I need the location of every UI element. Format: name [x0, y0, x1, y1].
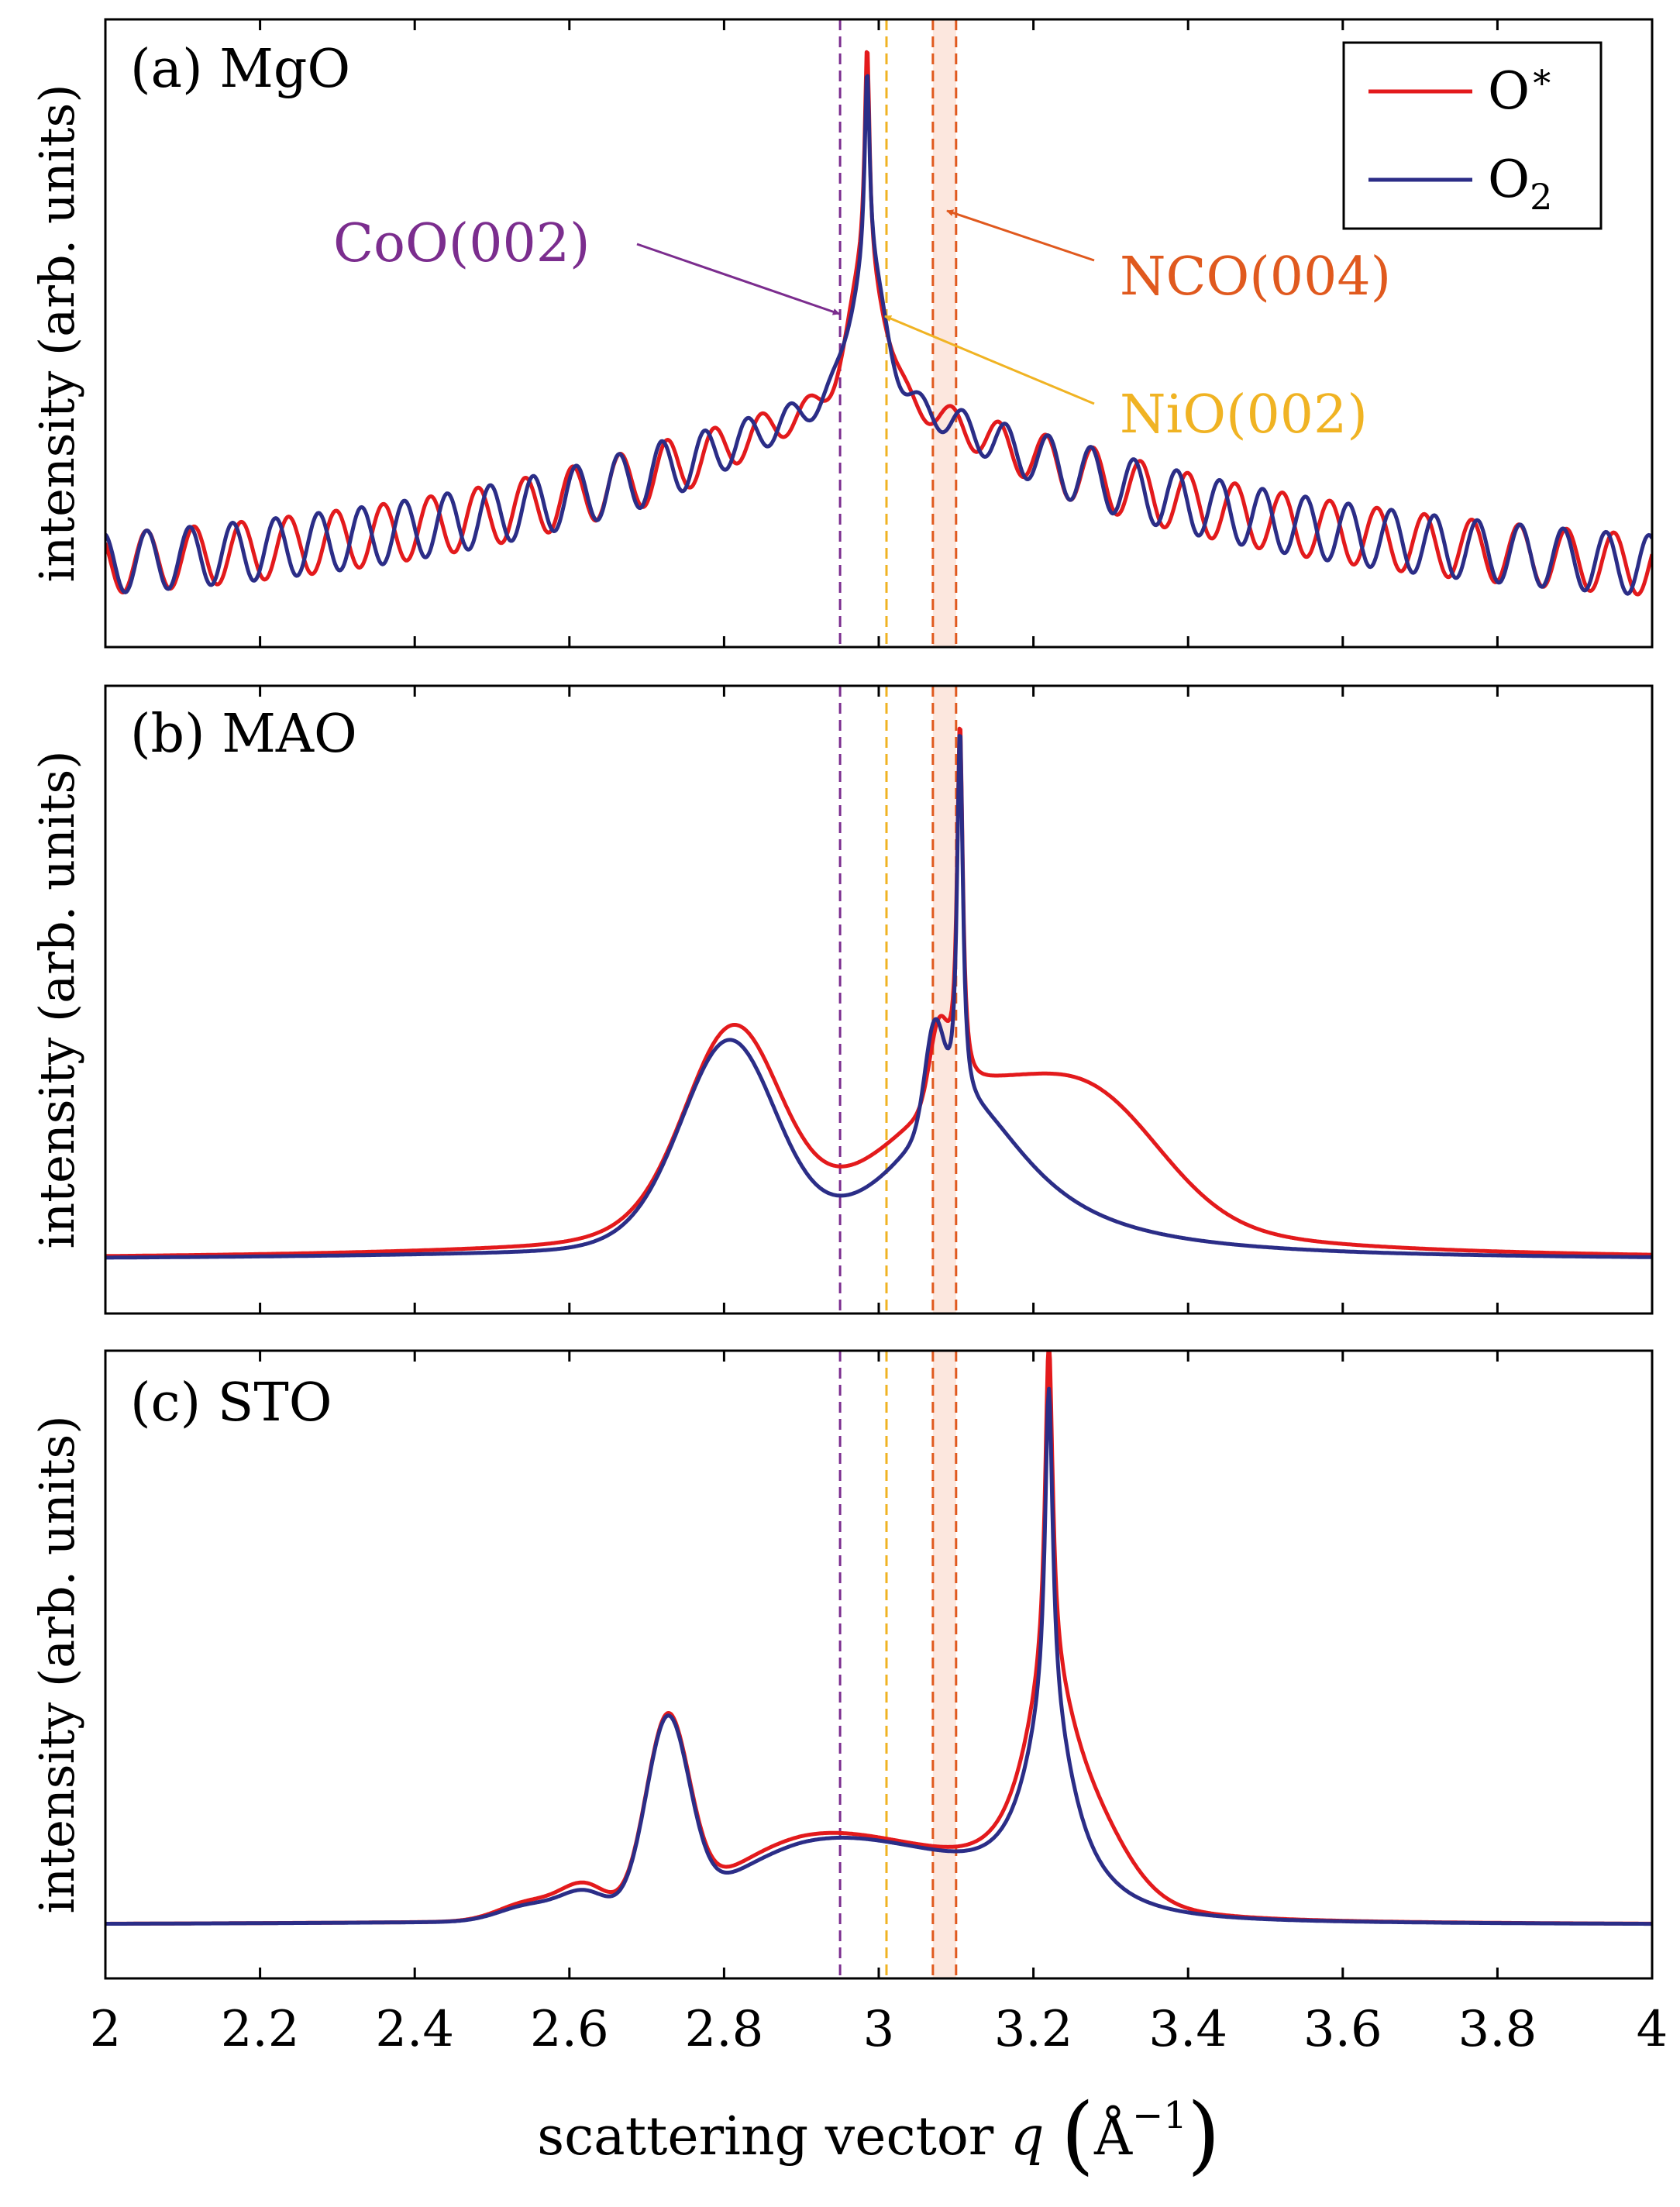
panel-b: (b) MAO intensity (arb. units): [29, 684, 1654, 1315]
reference-lines-b: [838, 686, 958, 1314]
x-tick-label: 3.4: [1148, 2001, 1227, 2058]
x-axis-label-var: q: [1010, 2106, 1045, 2167]
x-tick-label: 4: [1637, 2001, 1668, 2058]
y-axis-label-b: intensity (arb. units): [29, 750, 85, 1248]
ticks-c: [104, 1351, 1654, 1978]
annotation-arrow-coo: [636, 243, 840, 315]
annotation-label-coo: CoO(002): [333, 213, 590, 274]
x-tick-label: 3.6: [1303, 2001, 1382, 2058]
x-axis-label-paren-open: (: [1061, 2085, 1094, 2184]
reference-lines-a: [838, 19, 958, 647]
plot-frame-c: [104, 1349, 1654, 1980]
x-tick-label: 2: [90, 2001, 122, 2058]
x-tick-label: 3.8: [1458, 2001, 1537, 2058]
x-axis-label-text: scattering vector: [537, 2106, 994, 2167]
annotation-nco: NCO(004): [946, 209, 1391, 308]
x-axis-label-unit: Å: [1093, 2105, 1133, 2167]
panel-label-c: (c) STO: [130, 1372, 332, 1434]
plot-frame-b: [104, 684, 1654, 1315]
series-group-c: [105, 1351, 1652, 1926]
panel-c: (c) STO intensity (arb. units): [29, 1349, 1654, 1980]
x-axis-label-exp: −1: [1132, 2094, 1187, 2137]
y-axis-label-a: intensity (arb. units): [29, 84, 85, 582]
annotation-label-nio: NiO(002): [1120, 384, 1368, 446]
y-axis-label-c: intensity (arb. units): [29, 1415, 85, 1913]
x-tick-labels: 2 2.2 2.4 2.6 2.8 3 3.2 3.4 3.6 3.8 4: [90, 2001, 1668, 2058]
ticks-b: [104, 686, 1654, 1314]
panel-a: (a) MgO intensity (arb. units) O∗ O2 CoO…: [29, 18, 1654, 649]
x-axis-label-paren-close: ): [1187, 2085, 1220, 2184]
x-tick-label: 3.2: [994, 2001, 1073, 2058]
series-ostar-panel-c: [105, 1351, 1652, 1926]
legend-label-o2: O2: [1488, 150, 1552, 218]
annotation-coo: CoO(002): [333, 213, 840, 315]
svg-text:scattering vector q: scattering vector q (Å−1): [537, 2085, 1220, 2184]
legend-label-ostar: O∗: [1488, 55, 1554, 121]
annotation-label-nco: NCO(004): [1120, 246, 1391, 308]
x-axis-label: scattering vector q (Å−1): [537, 2085, 1220, 2184]
x-tick-label: 3: [863, 2001, 895, 2058]
legend: O∗ O2: [1342, 41, 1603, 230]
series-ostar-panel-a: [105, 50, 1652, 597]
series-o2-panel-c: [105, 1386, 1652, 1926]
panel-label-b: (b) MAO: [130, 704, 357, 765]
x-tick-label: 2.2: [221, 2001, 300, 2058]
annotation-arrow-nco: [946, 209, 1095, 262]
series-o2-panel-a: [105, 74, 1652, 596]
reference-lines-c: [838, 1351, 958, 1978]
reference-band-nco: [932, 1351, 956, 1978]
series-group-a: [105, 50, 1652, 597]
ticks-a: [104, 19, 1654, 647]
panel-label-a: (a) MgO: [130, 39, 350, 100]
annotation-nio: NiO(002): [884, 315, 1368, 446]
reference-band-nco: [932, 19, 956, 647]
series-group-b: [105, 726, 1652, 1260]
series-o2-panel-b: [105, 734, 1652, 1260]
x-tick-label: 2.4: [375, 2001, 454, 2058]
annotation-arrow-nio: [884, 315, 1095, 405]
legend-box: [1342, 41, 1603, 230]
series-ostar-panel-b: [105, 726, 1652, 1258]
x-tick-label: 2.8: [685, 2001, 764, 2058]
x-tick-label: 2.6: [530, 2001, 609, 2058]
